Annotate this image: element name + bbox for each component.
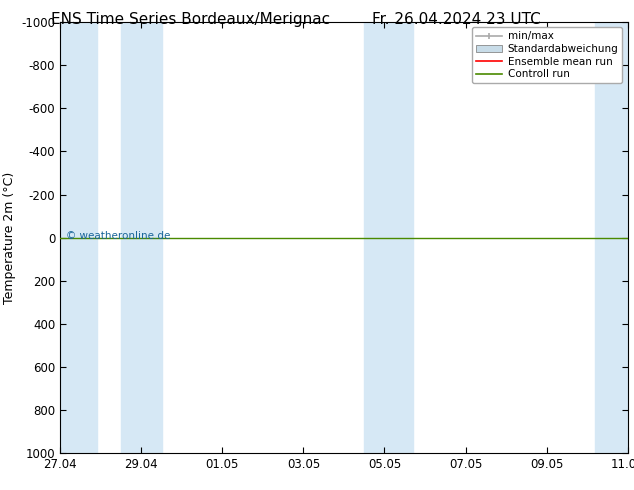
Legend: min/max, Standardabweichung, Ensemble mean run, Controll run: min/max, Standardabweichung, Ensemble me… <box>472 27 623 83</box>
Bar <box>121 22 162 453</box>
Bar <box>60 22 97 453</box>
Y-axis label: Temperature 2m (°C): Temperature 2m (°C) <box>3 172 16 304</box>
Bar <box>595 22 628 453</box>
Text: ENS Time Series Bordeaux/Merignac: ENS Time Series Bordeaux/Merignac <box>51 12 330 27</box>
Text: Fr. 26.04.2024 23 UTC: Fr. 26.04.2024 23 UTC <box>372 12 541 27</box>
Text: © weatheronline.de: © weatheronline.de <box>66 231 171 242</box>
Bar <box>364 22 413 453</box>
